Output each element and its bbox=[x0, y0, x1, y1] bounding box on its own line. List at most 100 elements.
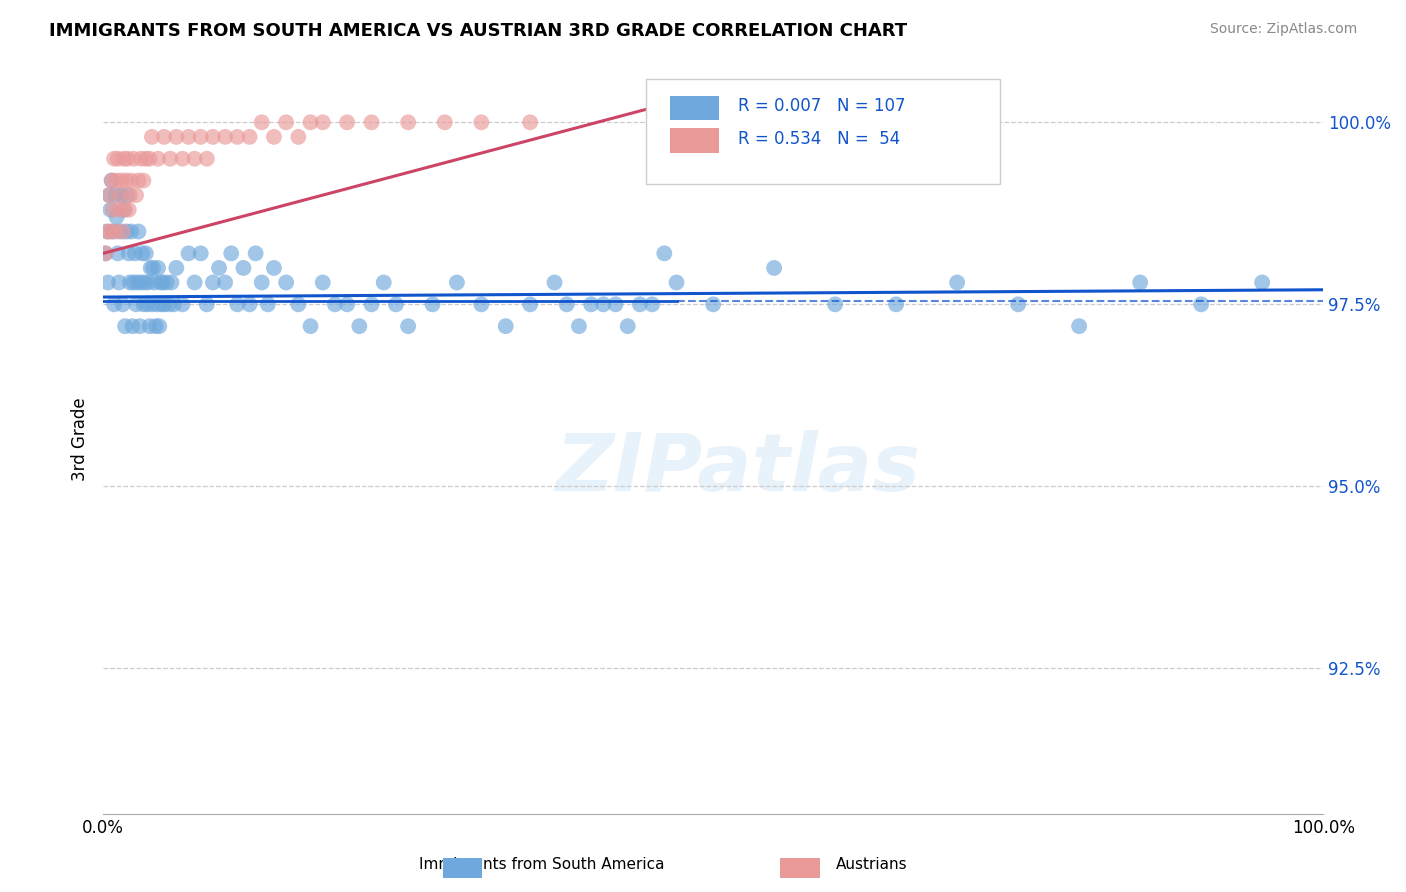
Point bbox=[108, 188, 131, 202]
Point bbox=[555, 297, 578, 311]
Point bbox=[226, 129, 249, 144]
Point bbox=[118, 202, 141, 217]
Point bbox=[543, 276, 565, 290]
Point bbox=[157, 297, 180, 311]
Point bbox=[1251, 276, 1274, 290]
Point bbox=[183, 152, 205, 166]
Point bbox=[96, 225, 118, 239]
Point bbox=[172, 297, 194, 311]
Point bbox=[146, 152, 169, 166]
Point bbox=[149, 276, 172, 290]
Point bbox=[141, 129, 163, 144]
Point bbox=[108, 276, 131, 290]
Point bbox=[214, 276, 236, 290]
Point bbox=[146, 297, 169, 311]
Point bbox=[519, 115, 541, 129]
Point bbox=[134, 276, 156, 290]
Point bbox=[163, 297, 186, 311]
Point bbox=[125, 297, 148, 311]
Point bbox=[146, 260, 169, 275]
Point bbox=[652, 246, 675, 260]
Point bbox=[105, 210, 128, 224]
Point bbox=[884, 297, 907, 311]
Point bbox=[214, 129, 236, 144]
Point bbox=[349, 319, 371, 334]
Text: Austrians: Austrians bbox=[837, 857, 907, 872]
Point bbox=[98, 188, 121, 202]
Point bbox=[250, 115, 273, 129]
Point bbox=[263, 129, 285, 144]
Point bbox=[115, 173, 138, 187]
Point bbox=[107, 246, 129, 260]
Point bbox=[159, 152, 181, 166]
Point bbox=[238, 129, 260, 144]
Point bbox=[142, 260, 165, 275]
Point bbox=[160, 276, 183, 290]
Point bbox=[103, 152, 125, 166]
Point bbox=[100, 173, 122, 187]
FancyBboxPatch shape bbox=[645, 79, 1000, 184]
Point bbox=[605, 297, 627, 311]
Point bbox=[131, 246, 153, 260]
Point bbox=[263, 260, 285, 275]
Point bbox=[108, 225, 131, 239]
Point bbox=[470, 297, 492, 311]
Point bbox=[110, 173, 132, 187]
Point bbox=[117, 152, 139, 166]
Point bbox=[104, 188, 127, 202]
Point bbox=[121, 319, 143, 334]
Point bbox=[208, 260, 231, 275]
Point bbox=[150, 297, 173, 311]
Point bbox=[103, 297, 125, 311]
Point bbox=[132, 173, 155, 187]
Point bbox=[385, 297, 408, 311]
Point bbox=[118, 276, 141, 290]
Point bbox=[232, 260, 254, 275]
Point bbox=[396, 115, 419, 129]
Point bbox=[299, 115, 322, 129]
Point bbox=[592, 297, 614, 311]
Point bbox=[135, 152, 157, 166]
Point bbox=[1189, 297, 1212, 311]
Point bbox=[118, 188, 141, 202]
Point bbox=[111, 225, 134, 239]
Point bbox=[250, 276, 273, 290]
Point bbox=[1069, 319, 1091, 334]
Point bbox=[114, 319, 136, 334]
Point bbox=[201, 129, 224, 144]
Point bbox=[165, 129, 187, 144]
Point bbox=[139, 260, 162, 275]
Point bbox=[152, 276, 174, 290]
Point bbox=[579, 297, 602, 311]
Point bbox=[112, 202, 135, 217]
Point bbox=[946, 276, 969, 290]
Point bbox=[323, 297, 346, 311]
Point bbox=[97, 276, 120, 290]
Point bbox=[110, 188, 132, 202]
Point bbox=[100, 225, 122, 239]
FancyBboxPatch shape bbox=[671, 95, 720, 120]
Point bbox=[256, 297, 278, 311]
Point bbox=[190, 129, 212, 144]
Point bbox=[136, 276, 159, 290]
Point bbox=[125, 188, 148, 202]
Point bbox=[138, 319, 160, 334]
Point bbox=[665, 276, 688, 290]
Text: R = 0.007   N = 107: R = 0.007 N = 107 bbox=[738, 97, 905, 115]
Point bbox=[495, 319, 517, 334]
Text: IMMIGRANTS FROM SOUTH AMERICA VS AUSTRIAN 3RD GRADE CORRELATION CHART: IMMIGRANTS FROM SOUTH AMERICA VS AUSTRIA… bbox=[49, 22, 907, 40]
Point bbox=[120, 173, 142, 187]
Point bbox=[396, 319, 419, 334]
Point bbox=[127, 276, 149, 290]
Point bbox=[824, 297, 846, 311]
Point bbox=[616, 319, 638, 334]
Point bbox=[94, 246, 117, 260]
Point bbox=[183, 276, 205, 290]
Point bbox=[177, 129, 200, 144]
Point bbox=[98, 188, 121, 202]
Point bbox=[470, 115, 492, 129]
Point bbox=[1129, 276, 1152, 290]
Point bbox=[148, 319, 170, 334]
Point bbox=[238, 297, 260, 311]
Point bbox=[446, 276, 468, 290]
